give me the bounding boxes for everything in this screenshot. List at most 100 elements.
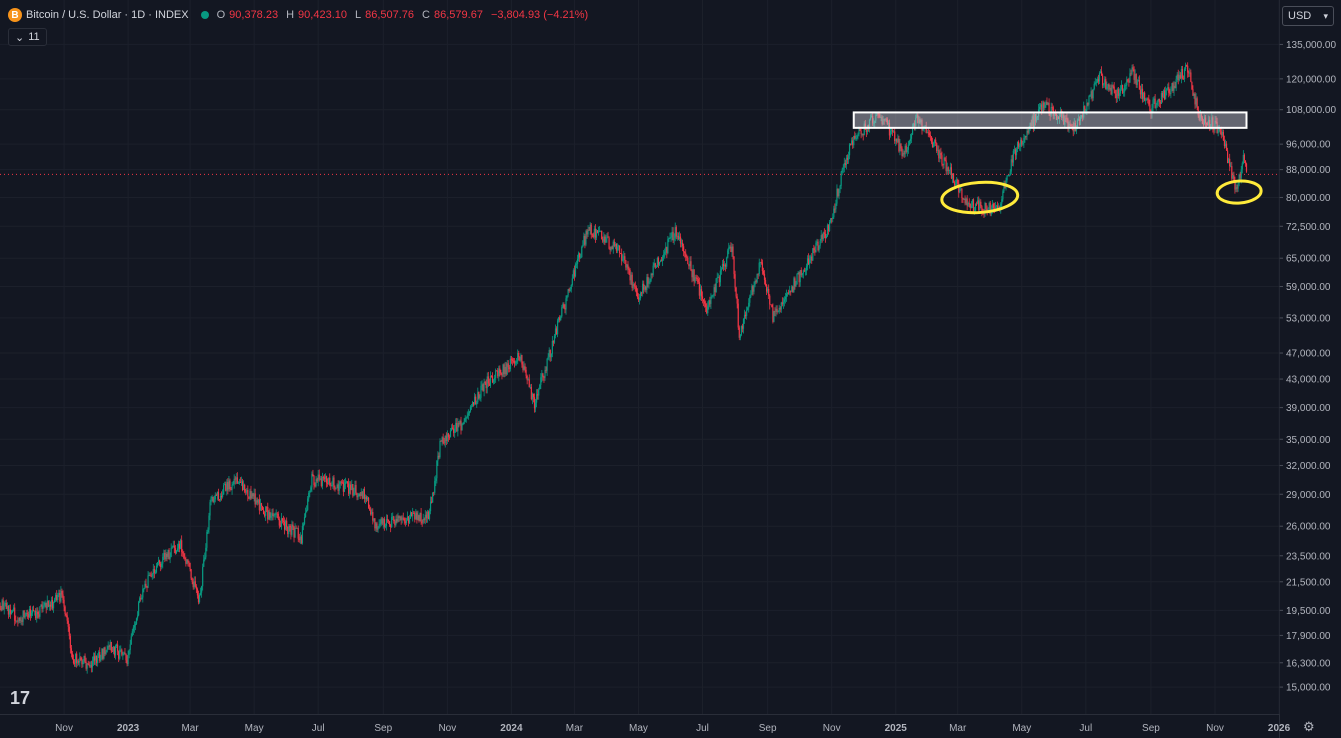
candle bbox=[396, 514, 398, 524]
open-key: O bbox=[216, 9, 226, 21]
candle bbox=[1223, 135, 1226, 149]
candle bbox=[1245, 162, 1248, 173]
candle bbox=[59, 589, 61, 605]
settings-gear-icon[interactable]: ⚙ bbox=[1303, 719, 1315, 734]
candle bbox=[224, 481, 226, 486]
resistance-zone[interactable] bbox=[852, 111, 1248, 129]
price-axis[interactable]: 135,000.00 120,000.00 108,000.00 96,000.00 8… bbox=[0, 40, 1336, 694]
highlight-circle[interactable] bbox=[940, 180, 1020, 215]
candle bbox=[526, 374, 528, 385]
candle bbox=[353, 487, 355, 497]
high-key: H bbox=[286, 9, 295, 21]
candle bbox=[166, 552, 168, 562]
candle bbox=[9, 604, 12, 619]
candle bbox=[1181, 65, 1184, 80]
candle bbox=[1214, 115, 1216, 133]
candle bbox=[813, 244, 815, 254]
candle bbox=[995, 204, 998, 209]
candle bbox=[805, 263, 808, 276]
candle bbox=[549, 349, 551, 362]
candle bbox=[126, 655, 128, 667]
symbol-title[interactable]: Bitcoin / U.S. Dollar · 1D · INDEX bbox=[26, 9, 189, 21]
candle bbox=[93, 652, 96, 665]
candle bbox=[828, 220, 831, 233]
candle bbox=[631, 272, 633, 292]
candle bbox=[385, 514, 388, 531]
currency-selector[interactable]: USD ▾ bbox=[1282, 6, 1334, 26]
candle bbox=[1001, 195, 1003, 208]
candle bbox=[919, 116, 921, 124]
candle bbox=[234, 476, 236, 485]
candle bbox=[1140, 83, 1143, 100]
candle bbox=[941, 151, 943, 167]
candle bbox=[393, 515, 395, 524]
y-tick-label: 72,500.00 bbox=[1286, 222, 1331, 233]
candle bbox=[1117, 86, 1119, 99]
candle bbox=[5, 599, 7, 610]
candle bbox=[615, 243, 618, 254]
candle bbox=[1125, 82, 1127, 91]
y-tick-label: 15,000.00 bbox=[1286, 683, 1331, 694]
candle bbox=[480, 381, 482, 402]
candle bbox=[364, 494, 367, 505]
candle bbox=[672, 227, 674, 244]
candle bbox=[1155, 102, 1157, 111]
candle bbox=[281, 517, 284, 524]
candle bbox=[896, 138, 898, 145]
candle bbox=[1200, 113, 1202, 121]
candle bbox=[812, 247, 814, 261]
candle bbox=[1035, 113, 1038, 123]
candle bbox=[475, 394, 477, 405]
candle bbox=[709, 296, 711, 308]
candle bbox=[288, 523, 290, 538]
candle bbox=[1034, 113, 1037, 126]
candle bbox=[770, 304, 772, 306]
candle bbox=[926, 129, 928, 134]
candle bbox=[1161, 90, 1164, 103]
candle bbox=[41, 601, 43, 613]
candle bbox=[369, 504, 371, 511]
candle bbox=[50, 596, 53, 610]
candle bbox=[283, 517, 286, 535]
candle bbox=[310, 485, 312, 493]
candle bbox=[1142, 92, 1145, 103]
candle bbox=[319, 475, 321, 481]
candle bbox=[481, 380, 483, 391]
y-tick-label: 23,500.00 bbox=[1286, 551, 1331, 562]
candle bbox=[567, 288, 569, 298]
candle bbox=[77, 659, 79, 667]
candle bbox=[542, 372, 544, 381]
candle bbox=[370, 506, 372, 516]
candle bbox=[348, 478, 350, 496]
candle bbox=[700, 285, 703, 301]
candle bbox=[282, 515, 285, 526]
candle bbox=[255, 497, 257, 505]
time-axis[interactable]: Nov 2023 Mar May Jul Sep Nov 2024 Mar May Jul Sep No… bbox=[55, 0, 1291, 734]
candle bbox=[839, 184, 841, 194]
candle bbox=[959, 187, 961, 194]
candle bbox=[464, 415, 466, 423]
candle bbox=[437, 451, 439, 467]
candle bbox=[648, 277, 650, 289]
candle bbox=[174, 545, 176, 555]
candle bbox=[37, 607, 39, 619]
highlight-circle[interactable] bbox=[1215, 179, 1263, 205]
candle bbox=[669, 232, 671, 240]
candle bbox=[559, 315, 561, 323]
candle bbox=[1096, 76, 1098, 84]
x-tick-label: 2024 bbox=[500, 723, 523, 734]
candle bbox=[228, 475, 230, 492]
candle bbox=[600, 230, 602, 233]
y-tick-label: 29,000.00 bbox=[1286, 490, 1331, 501]
candle bbox=[3, 601, 5, 615]
candle bbox=[688, 263, 690, 270]
candle bbox=[1136, 79, 1138, 88]
candle bbox=[667, 235, 669, 255]
candle bbox=[749, 294, 751, 307]
indicators-toggle-button[interactable]: ⌄ 11 bbox=[8, 28, 47, 46]
candle bbox=[581, 245, 583, 258]
candle bbox=[62, 590, 64, 604]
candle bbox=[247, 485, 249, 502]
